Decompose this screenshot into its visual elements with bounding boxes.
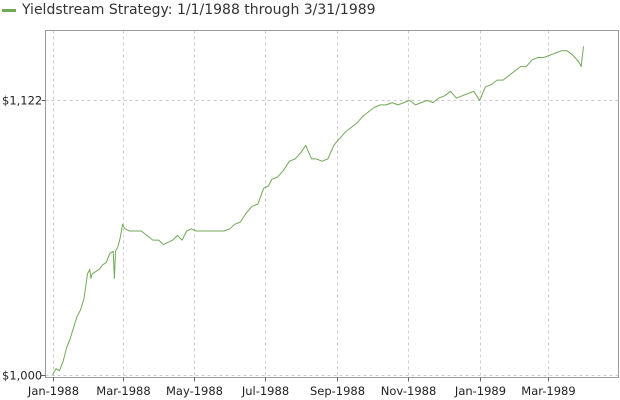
x-tick-label: Mar-1989 — [521, 384, 575, 398]
x-tick-label: Jan-1989 — [454, 384, 506, 398]
series-line-0 — [52, 46, 584, 376]
plot-area-frame — [45, 30, 619, 378]
series-lines — [52, 46, 584, 376]
y-tick-label: $1,122 — [2, 94, 42, 108]
gridlines — [45, 30, 619, 378]
chart-legend: Yieldstream Strategy: 1/1/1988 through 3… — [2, 1, 376, 19]
y-tick-label: $1,000 — [2, 369, 42, 383]
x-tick-label: Jan-1988 — [27, 384, 79, 398]
x-tick-label: May-1988 — [166, 384, 223, 398]
legend-series-label: Yieldstream Strategy: 1/1/1988 through 3… — [22, 2, 376, 18]
axis-ticks: Jan-1988 Mar-1988 May-1988 Jul-1988 Sep-1988… — [2, 94, 576, 399]
x-tick-label: Sep-1988 — [310, 384, 365, 398]
x-tick-label: Mar-1988 — [96, 384, 150, 398]
x-tick-label: Nov-1988 — [381, 384, 437, 398]
legend-swatch — [2, 8, 16, 12]
x-tick-label: Jul-1988 — [241, 384, 289, 398]
